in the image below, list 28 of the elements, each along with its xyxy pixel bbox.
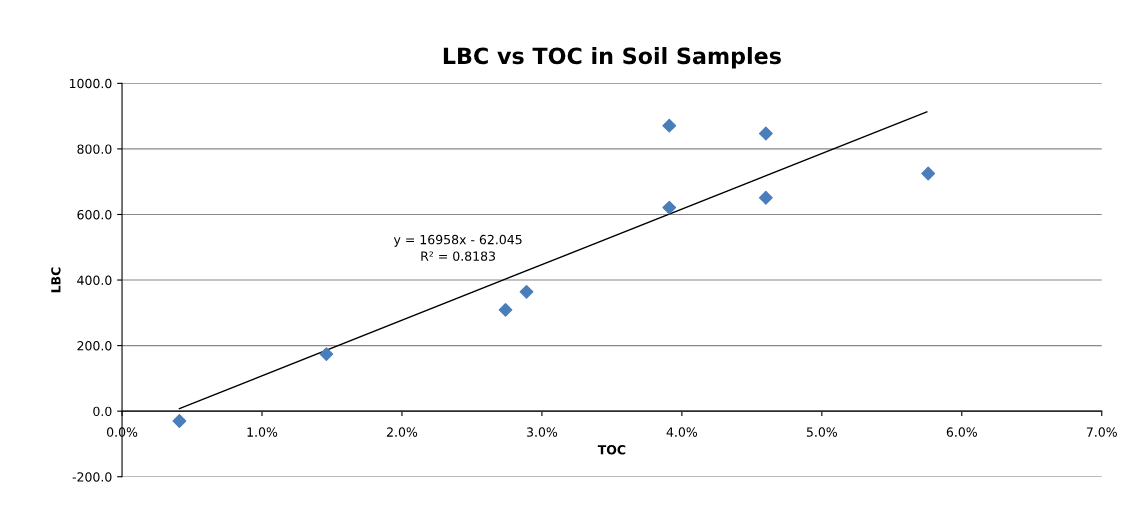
x-tick-label: 5.0%: [806, 427, 838, 437]
y-axis-title: LBC: [51, 267, 61, 293]
chart-title: LBC vs TOC in Soil Samples: [443, 47, 781, 69]
x-axis-title: TOC: [597, 445, 626, 455]
annotation: y = 16958x - 62.045: [393, 234, 522, 247]
annotation: R² = 0.8183: [421, 251, 496, 261]
x-tick-label: 7.0%: [1086, 427, 1117, 437]
y-tick-label: 400.0: [77, 275, 112, 285]
x-tick-label: 1.0%: [247, 427, 278, 437]
y-tick-label: 0.0: [93, 406, 112, 417]
point: [519, 284, 534, 299]
point: [172, 414, 187, 428]
y-tick-label: -200.0: [72, 472, 112, 482]
x-tick-label: 3.0%: [526, 427, 558, 437]
y-tick-label: 200.0: [77, 341, 112, 351]
y-tick-label: 1000.0: [69, 78, 112, 89]
point: [758, 126, 773, 141]
y-tick-label: 800.0: [77, 144, 112, 154]
y-tick-label: 600.0: [77, 209, 112, 220]
x-tick-label: 4.0%: [666, 427, 698, 437]
point: [319, 347, 334, 362]
point: [758, 190, 773, 205]
x-tick-label: 6.0%: [946, 427, 977, 437]
x-tick-label: 2.0%: [387, 427, 418, 437]
point: [921, 166, 936, 181]
point: [662, 118, 677, 133]
point: [498, 302, 513, 317]
point: [662, 200, 677, 215]
